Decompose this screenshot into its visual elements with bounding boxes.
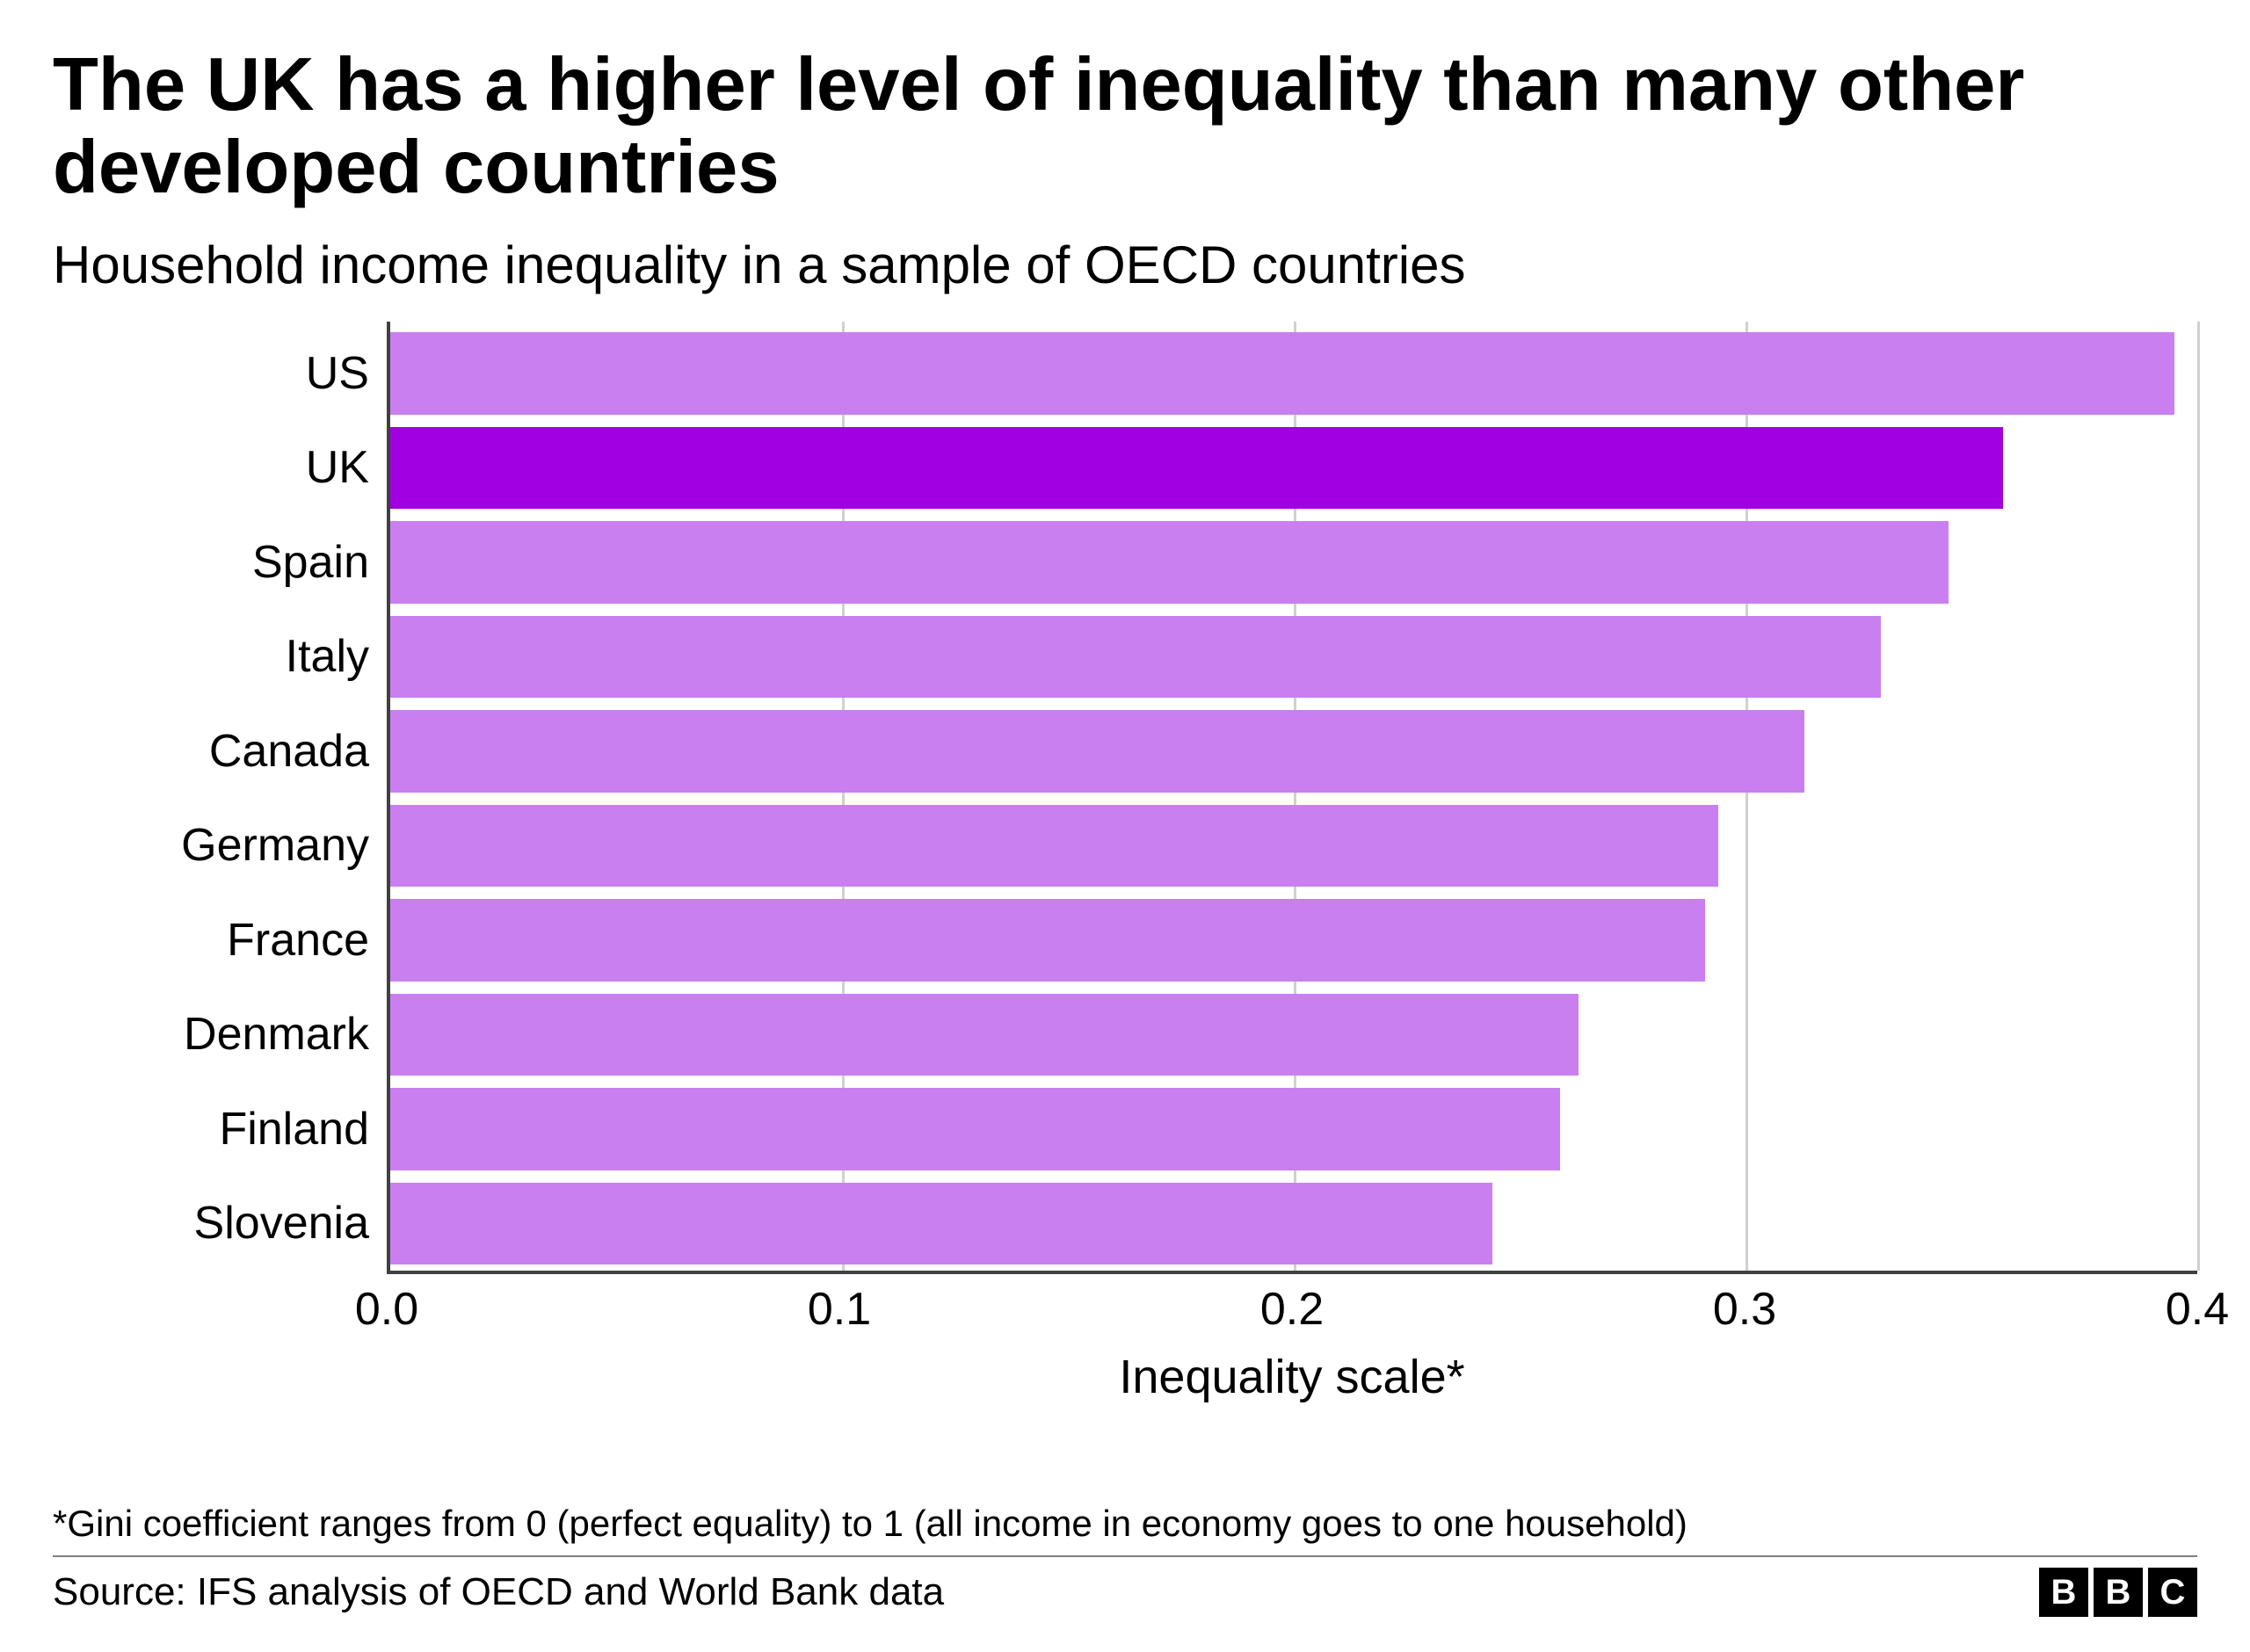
x-title-row: Inequality scale* [53, 1350, 2197, 1404]
plot-row: USUKSpainItalyCanadaGermanyFranceDenmark… [53, 322, 2197, 1271]
bar [390, 710, 1804, 793]
bars-group [390, 322, 2197, 1271]
bar [390, 805, 1718, 888]
y-axis-label: UK [53, 421, 387, 516]
plot-area [387, 322, 2197, 1271]
bar [390, 332, 2174, 415]
bar-slot [390, 421, 2197, 516]
bar [390, 1088, 1560, 1170]
bbc-logo: BBC [2039, 1568, 2197, 1617]
y-axis-label: US [53, 326, 387, 421]
x-tick-label: 0.1 [808, 1283, 871, 1336]
bar-slot [390, 326, 2197, 421]
bar-slot [390, 799, 2197, 894]
bar-slot [390, 704, 2197, 799]
y-axis-labels: USUKSpainItalyCanadaGermanyFranceDenmark… [53, 322, 387, 1271]
bbc-logo-letter: C [2148, 1568, 2197, 1617]
chart-area: USUKSpainItalyCanadaGermanyFranceDenmark… [53, 322, 2197, 1476]
y-axis-label: Italy [53, 610, 387, 705]
bbc-logo-letter: B [2039, 1568, 2088, 1617]
chart-container: The UK has a higher level of inequality … [0, 0, 2250, 1652]
source-row: Source: IFS analysis of OECD and World B… [53, 1557, 2197, 1617]
source-text: Source: IFS analysis of OECD and World B… [53, 1570, 944, 1614]
y-axis-label: Canada [53, 704, 387, 799]
bar [390, 899, 1705, 982]
y-axis-label: Denmark [53, 988, 387, 1083]
x-axis-ticks: 0.00.10.20.30.4 [387, 1271, 2197, 1332]
chart-title: The UK has a higher level of inequality … [53, 44, 2197, 208]
x-axis-row: 0.00.10.20.30.4 [53, 1271, 2197, 1332]
x-axis-spacer [53, 1271, 387, 1332]
bar-slot [390, 1177, 2197, 1272]
bbc-logo-letter: B [2094, 1568, 2143, 1617]
bar [390, 616, 1881, 699]
x-tick-label: 0.0 [355, 1283, 418, 1336]
bar [390, 994, 1579, 1076]
x-axis-title: Inequality scale* [387, 1350, 2197, 1404]
bar [390, 427, 2003, 510]
y-axis-label: Spain [53, 515, 387, 610]
bar-slot [390, 610, 2197, 705]
y-axis-label: Finland [53, 1082, 387, 1177]
footnote: *Gini coefficient ranges from 0 (perfect… [53, 1503, 2197, 1557]
x-tick-label: 0.2 [1260, 1283, 1324, 1336]
x-tick-label: 0.3 [1713, 1283, 1776, 1336]
chart-subtitle: Household income inequality in a sample … [53, 235, 2197, 295]
bar-slot [390, 1082, 2197, 1177]
y-axis-label: France [53, 893, 387, 988]
x-tick-label: 0.4 [2166, 1283, 2229, 1336]
bar-slot [390, 515, 2197, 610]
bar [390, 521, 1949, 604]
x-title-spacer [53, 1350, 387, 1404]
bar-slot [390, 988, 2197, 1083]
y-axis-label: Slovenia [53, 1177, 387, 1272]
y-axis-label: Germany [53, 799, 387, 894]
bar [390, 1183, 1492, 1265]
bar-slot [390, 893, 2197, 988]
gridline [2197, 322, 2200, 1271]
